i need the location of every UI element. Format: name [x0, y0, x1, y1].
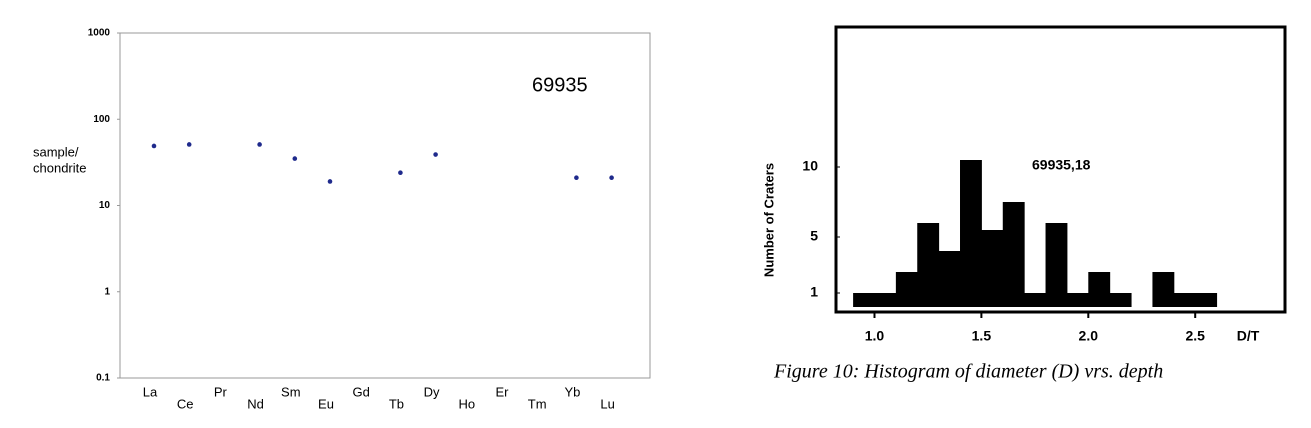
x-tick-label: Lu — [600, 396, 614, 411]
x-tick-label: 2.5 — [1185, 328, 1205, 344]
hist-frame — [834, 25, 1287, 314]
x-tick-label: Er — [496, 384, 510, 399]
point — [292, 156, 298, 161]
x-tick-label: Pr — [214, 384, 228, 399]
point — [574, 175, 579, 181]
y-tick-label: 5 — [810, 228, 818, 244]
x-tick-label: Tm — [528, 396, 547, 411]
y-tick-label: 100 — [93, 114, 110, 125]
bar — [1045, 223, 1068, 307]
x-tick-label: La — [143, 384, 158, 399]
bar — [1109, 293, 1132, 307]
bar — [1195, 293, 1218, 307]
x-tick-label: Gd — [353, 384, 370, 399]
bar — [874, 293, 897, 307]
x-tick-label: Dy — [424, 384, 440, 399]
bar — [1152, 272, 1175, 307]
y-axis-label: sample/ — [33, 144, 79, 159]
x-tick-label: Nd — [247, 396, 264, 411]
point — [433, 152, 438, 157]
bar — [1002, 202, 1025, 307]
bar — [1024, 293, 1047, 307]
x-tick-label: Ho — [458, 396, 475, 411]
bar — [895, 272, 918, 307]
y-tick-label: 10 — [99, 200, 111, 211]
y-axis-label: chondrite — [33, 160, 86, 175]
bar — [960, 160, 982, 307]
point — [327, 179, 333, 184]
point — [186, 142, 192, 147]
x-tick-label: 1.5 — [972, 328, 992, 344]
y-tick-label: 0.1 — [96, 373, 110, 384]
bar — [1173, 293, 1196, 307]
bar — [938, 251, 961, 307]
annotation: 69935 — [532, 74, 588, 96]
x-tick-label: Yb — [564, 384, 580, 399]
bar — [981, 230, 1004, 307]
annotation: 69935,18 — [1032, 157, 1091, 173]
point — [151, 143, 157, 149]
x-tick-label: Ce — [177, 396, 194, 411]
bar — [917, 223, 940, 307]
y-tick-label: 1 — [104, 286, 110, 297]
bar — [853, 293, 875, 307]
y-tick-label: 1 — [810, 284, 818, 300]
y-axis-label: Number of Craters — [761, 163, 776, 277]
x-tick-label: Eu — [318, 396, 334, 411]
x-tick-label: Sm — [281, 384, 301, 399]
bar — [1088, 272, 1111, 307]
y-tick-label: 10 — [802, 158, 818, 174]
point — [398, 170, 403, 176]
x-axis-label: D/T — [1237, 328, 1260, 344]
caption: Figure 10: Histogram of diameter (D) vrs… — [773, 361, 1163, 383]
point — [609, 175, 614, 181]
point — [257, 142, 262, 147]
bar — [1066, 293, 1089, 307]
x-tick-label: Tb — [389, 396, 404, 411]
y-tick-label: 1000 — [88, 28, 111, 39]
x-tick-label: 2.0 — [1079, 328, 1099, 344]
x-tick-label: 1.0 — [865, 328, 885, 344]
